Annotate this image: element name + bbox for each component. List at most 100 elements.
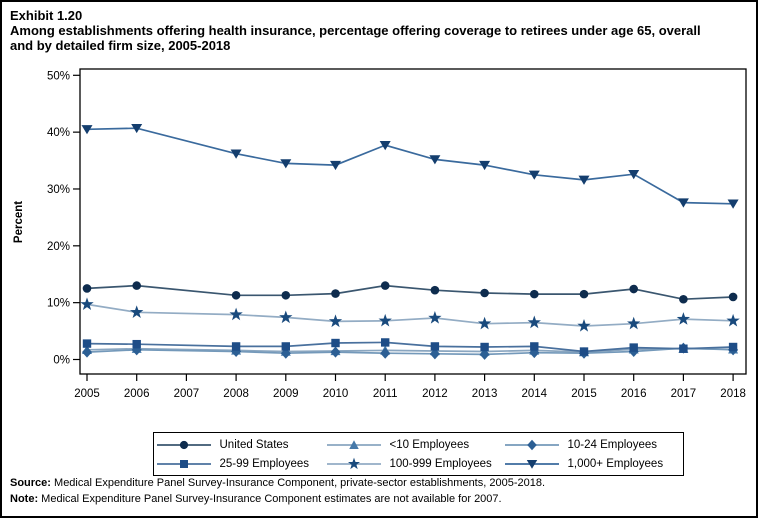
- y-tick-label: 40%: [47, 127, 70, 139]
- data-point-100-999-employees-2018: [726, 313, 740, 327]
- data-point-10-24-employees-2005: [82, 346, 92, 358]
- data-point-25-99-employees-2011: [381, 338, 390, 347]
- x-tick-label: 2010: [323, 388, 349, 400]
- data-point-100-999-employees-2017: [676, 312, 691, 325]
- 1-000-employees-marker-icon: [504, 459, 559, 469]
- legend-item-25-99-employees: 25-99 Employees: [156, 456, 326, 472]
- data-point-25-99-employees-2008: [231, 342, 241, 351]
- legend-label-25-99-employees: 25-99 Employees: [219, 457, 310, 470]
- legend-label-100-999-employees: 100-999 Employees: [389, 457, 492, 470]
- y-tick-label: 10%: [47, 298, 70, 310]
- data-point-united-states-2018: [728, 292, 738, 302]
- legend-label-10-24-employees: 10-24 Employees: [567, 438, 658, 451]
- series-united-states: [82, 281, 738, 304]
- title-block: Exhibit 1.20 Among establishments offeri…: [10, 8, 754, 53]
- data-point-25-99-employees-2005: [82, 339, 92, 348]
- x-tick-label: 2012: [422, 388, 448, 400]
- x-tick-label: 2018: [720, 388, 746, 400]
- data-point-1-000-employees-2013: [479, 160, 491, 171]
- data-point-1-000-employees-2016: [628, 170, 640, 180]
- x-tick-label: 2008: [223, 388, 249, 400]
- data-point-25-99-employees-2018: [728, 342, 738, 352]
- y-tick-label: 30%: [47, 184, 70, 196]
- y-tick-label: 20%: [47, 241, 70, 253]
- note-line: Note: Medical Expenditure Panel Survey-I…: [10, 492, 502, 507]
- y-axis-label: Percent: [13, 201, 25, 243]
- x-tick-label: 2007: [174, 388, 200, 400]
- data-point-100-999-employees-2011: [378, 313, 392, 327]
- 10-employees-marker-icon: [326, 439, 381, 449]
- line-chart: 0% 10% 20% 30% 40% 50% Percent 2005 2006 2007 2008…: [13, 68, 747, 400]
- y-tick-label: 0%: [53, 355, 70, 367]
- data-point-1-000-employees-2010: [330, 160, 341, 171]
- x-tick-label: 2006: [124, 388, 150, 400]
- data-point-united-states-2005: [82, 284, 92, 293]
- legend-item-united-states: United States: [156, 437, 326, 453]
- series-line-1-000-employees: [86, 127, 734, 205]
- data-point-25-99-employees-2009: [281, 342, 290, 351]
- data-point-25-99-employees-2015: [579, 347, 589, 356]
- x-tick-label: 2017: [671, 388, 697, 400]
- legend-item-1-000-employees: 1,000+ Employees: [504, 456, 682, 472]
- data-point-united-states-2017: [679, 294, 688, 304]
- legend-item-100-999-employees: 100-999 Employees: [326, 456, 504, 472]
- data-point-united-states-2009: [281, 290, 291, 300]
- data-point-25-99-employees-2017: [679, 344, 688, 353]
- data-point-1-000-employees-2012: [429, 155, 441, 165]
- data-point-united-states-2015: [579, 289, 589, 299]
- exhibit-label: Exhibit 1.20: [10, 8, 83, 23]
- chart-title-line-2: and by detailed firm size, 2005-2018: [10, 38, 231, 53]
- data-point-25-99-employees-2010: [331, 338, 340, 348]
- data-point-100-999-employees-2016: [627, 316, 641, 330]
- data-point-25-99-employees-2014: [530, 342, 539, 351]
- data-point-1-000-employees-2008: [230, 149, 242, 159]
- data-point-100-999-employees-2008: [229, 307, 243, 321]
- data-point-100-999-employees-2006: [130, 305, 144, 318]
- data-point-10-24-employees-2010: [330, 346, 341, 358]
- data-point-united-states-2012: [430, 285, 440, 295]
- legend-label-10-employees: <10 Employees: [389, 438, 470, 451]
- 10-24-employees-marker-icon: [504, 439, 559, 450]
- 100-999-employees-marker-icon: [326, 457, 381, 469]
- data-point-10-24-employees-2013: [479, 348, 490, 360]
- data-point-united-states-2016: [629, 284, 638, 294]
- legend-item-10-24-employees: 10-24 Employees: [504, 437, 682, 453]
- data-point-100-999-employees-2013: [477, 316, 492, 330]
- 25-99-employees-marker-icon: [156, 459, 211, 468]
- data-point-100-999-employees-2012: [428, 311, 442, 324]
- chart-title-line-1: Among establishments offering health ins…: [10, 23, 701, 38]
- data-point-united-states-2008: [231, 290, 241, 300]
- data-point-1-000-employees-2009: [280, 159, 292, 169]
- note-prefix: Note:: [10, 493, 39, 505]
- series-25-99-employees: [82, 338, 738, 356]
- data-point-1-000-employees-2014: [528, 170, 540, 180]
- x-tick-label: 2015: [571, 388, 597, 400]
- series-1-000-employees: [81, 123, 739, 209]
- data-point-100-999-employees-2009: [279, 310, 293, 324]
- x-tick-label: 2016: [621, 388, 647, 400]
- data-point-1-000-employees-2015: [578, 175, 590, 185]
- data-point-united-states-2010: [331, 289, 340, 298]
- plot-frame: [79, 68, 747, 375]
- data-point-1-000-employees-2018: [727, 199, 739, 209]
- data-point-1-000-employees-2011: [379, 141, 391, 151]
- legend-label-united-states: United States: [219, 438, 289, 451]
- x-tick-label: 2013: [472, 388, 498, 400]
- data-point-25-99-employees-2012: [430, 342, 440, 351]
- data-point-united-states-2014: [530, 289, 539, 299]
- source-prefix: Source:: [10, 477, 51, 489]
- x-tick-label: 2005: [74, 388, 100, 400]
- data-point-1-000-employees-2006: [131, 123, 143, 134]
- legend-item-10-employees: <10 Employees: [326, 437, 504, 453]
- data-point-united-states-2013: [480, 288, 489, 298]
- x-tick-label: 2011: [373, 388, 398, 400]
- data-point-10-24-employees-2012: [429, 348, 440, 360]
- data-point-100-999-employees-2010: [328, 314, 343, 328]
- data-point-10-24-employees-2011: [380, 347, 391, 359]
- data-point-1-000-employees-2017: [677, 198, 689, 208]
- note-text: Medical Expenditure Panel Survey-Insuran…: [38, 493, 502, 505]
- data-point-100-999-employees-2015: [577, 318, 591, 332]
- data-point-25-99-employees-2013: [480, 342, 489, 352]
- series-100-999-employees: [80, 297, 740, 332]
- data-point-25-99-employees-2006: [132, 339, 141, 349]
